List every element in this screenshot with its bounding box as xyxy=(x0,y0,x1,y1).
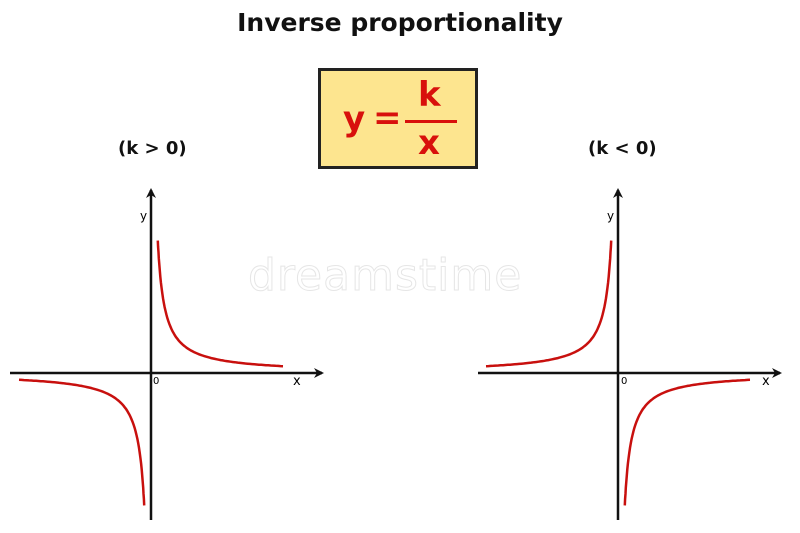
hyperbola-branch-q3 xyxy=(18,378,146,506)
formula-denominator: x xyxy=(418,123,440,163)
x-axis-label: x xyxy=(762,374,770,389)
formula-numerator: k xyxy=(418,75,441,115)
hyperbola-branch-q2 xyxy=(485,240,613,368)
fraction-bar xyxy=(405,120,457,123)
hyperbola-branch-q1 xyxy=(156,240,284,368)
caption-k-positive: (k > 0) xyxy=(118,138,187,159)
formula-y: y xyxy=(343,99,366,139)
graph-k-negative: y x 0 xyxy=(478,188,782,520)
origin-label: 0 xyxy=(153,376,159,387)
origin-label: 0 xyxy=(621,376,627,387)
formula-equals: = xyxy=(373,98,402,138)
hyperbola-branch-q4 xyxy=(623,378,751,506)
y-axis-label: y xyxy=(140,209,147,223)
watermark: dreamstime xyxy=(247,250,523,302)
y-axis-label: y xyxy=(607,209,614,223)
graph-k-positive: y x 0 xyxy=(10,188,324,520)
diagram-title: Inverse proportionality xyxy=(237,8,563,37)
caption-k-negative: (k < 0) xyxy=(588,138,657,159)
formula-box: y = k x xyxy=(318,68,478,169)
x-axis-label: x xyxy=(293,374,301,389)
